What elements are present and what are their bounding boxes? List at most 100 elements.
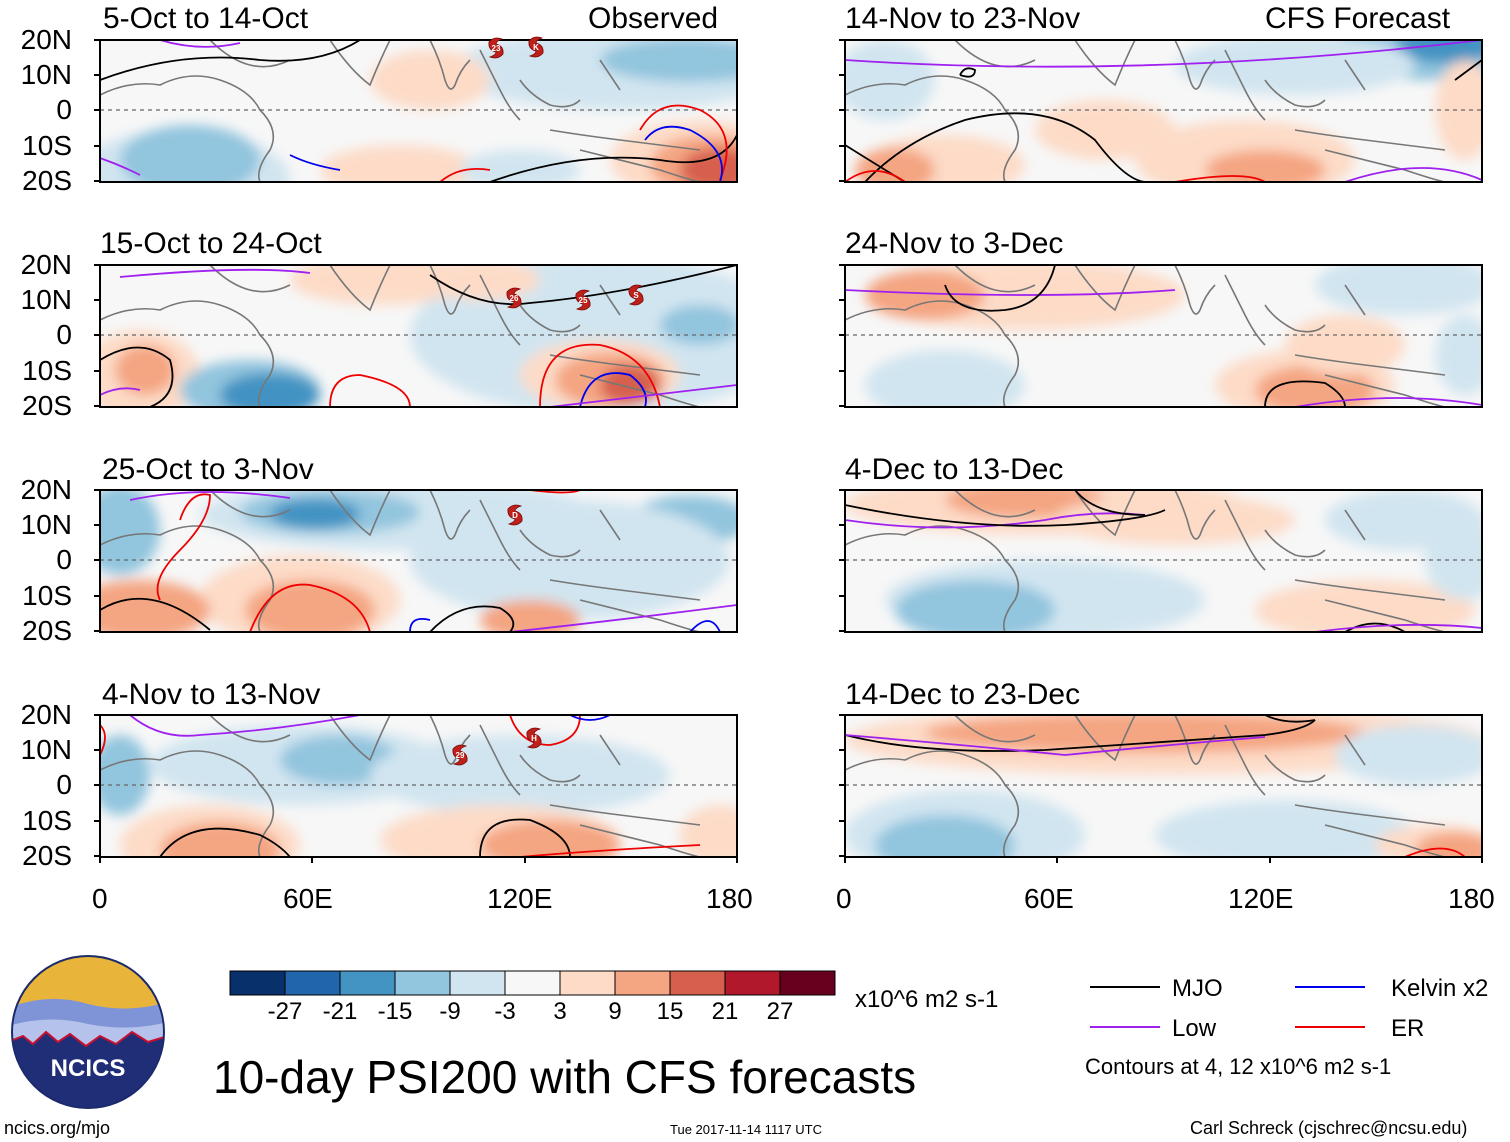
map-panel — [839, 489, 1483, 633]
footer-author: Carl Schreck (cjschrec@ncsu.edu) — [1190, 1118, 1468, 1138]
coastline — [429, 40, 471, 90]
coastline — [1294, 804, 1446, 826]
psi-anomaly-blob — [875, 815, 1015, 857]
legend-contour-note: Contours at 4, 12 x10^6 m2 s-1 — [1085, 1054, 1392, 1079]
psi-anomaly-blob — [1055, 495, 1295, 545]
colorbar-swatch — [559, 970, 616, 996]
coastline — [845, 75, 1020, 182]
colorbar-tick-label: -9 — [439, 998, 461, 1025]
lon-label: 180 — [1448, 883, 1495, 914]
coastline — [599, 509, 621, 541]
contour-line — [845, 170, 906, 182]
tropical-storm-icon: 26 — [506, 287, 522, 309]
lat-label: 0 — [56, 544, 72, 575]
coastline — [1074, 490, 1136, 537]
colorbar-tick-label: 15 — [656, 998, 684, 1025]
psi-anomaly-blob — [1155, 800, 1415, 857]
colorbar-swatch — [504, 970, 561, 996]
contour-line — [409, 617, 431, 632]
lat-label: 10S — [22, 805, 72, 836]
legend-mjo-label: MJO — [1172, 975, 1223, 1002]
contour-line — [1454, 59, 1482, 81]
observed-panel-title: 15-Oct to 24-Oct — [100, 227, 322, 260]
coastline — [1074, 40, 1136, 87]
contour-line — [864, 112, 1146, 182]
colorbar-tick-label: 21 — [711, 998, 739, 1025]
coastline — [954, 490, 1036, 518]
contour-line — [429, 265, 737, 306]
map-panel — [94, 39, 738, 183]
lat-label: 10N — [20, 734, 72, 765]
observed-panel-title: 5-Oct to 14-Oct — [103, 2, 309, 35]
contour-line — [100, 597, 211, 631]
contour-line — [289, 154, 341, 171]
observed-panel-title: 25-Oct to 3-Nov — [102, 453, 314, 486]
coastline — [1264, 304, 1326, 333]
contour-line — [845, 719, 1316, 752]
coastline — [1264, 529, 1326, 558]
contour-line — [1344, 622, 1406, 632]
lon-label: 60E — [1024, 883, 1074, 914]
storm-label: 25 — [579, 296, 588, 305]
psi-anomaly-blob — [925, 715, 1365, 753]
colorbar-tick-label: 27 — [766, 998, 794, 1025]
coastline — [1264, 754, 1326, 783]
tropical-storm-icon: K — [528, 36, 544, 58]
psi-anomaly-blob — [660, 305, 737, 345]
map-panel — [94, 489, 738, 633]
lat-label: 0 — [56, 319, 72, 350]
colorbar-tick-label: 3 — [553, 998, 567, 1025]
coastline — [579, 374, 701, 407]
contour-line — [569, 715, 611, 721]
coastline — [329, 265, 391, 312]
lat-label: 10N — [20, 284, 72, 315]
psi-anomaly-blob — [865, 270, 985, 320]
psi-anomaly-blob — [680, 805, 737, 857]
coastline — [954, 40, 1036, 68]
coastline — [429, 265, 471, 315]
coastline — [1344, 59, 1366, 91]
coastline — [1174, 715, 1216, 765]
observed-label: Observed — [588, 2, 719, 35]
map-panel — [839, 264, 1483, 408]
coastline — [519, 529, 581, 558]
legend-er-label: ER — [1391, 1015, 1425, 1042]
colorbar-swatch — [449, 970, 506, 996]
contour-line — [1314, 623, 1482, 632]
colorbar-swatch — [284, 970, 341, 996]
psi-anomaly-blob — [1415, 832, 1482, 857]
forecast-panel-title: 14-Dec to 23-Dec — [845, 678, 1081, 711]
psi-anomaly-blob — [100, 580, 210, 632]
footer-url: ncics.org/mjo — [4, 1118, 111, 1138]
lat-label: 10S — [22, 130, 72, 161]
colorbar-tick-label: -21 — [322, 998, 358, 1025]
colorbar-swatch — [724, 970, 781, 996]
tropical-storm-icon: S — [628, 284, 644, 306]
colorbar-tick-label: -15 — [377, 998, 413, 1025]
coastline — [599, 284, 621, 316]
psi-anomaly-blob — [280, 735, 400, 785]
storm-label: 23 — [492, 44, 501, 53]
coastline — [100, 750, 275, 857]
coastline — [209, 40, 291, 68]
psi-anomaly-blob — [1335, 725, 1482, 785]
contour-line — [1264, 380, 1346, 407]
storm-label: 26 — [510, 294, 519, 303]
contour-line — [944, 265, 1056, 312]
contour-line — [509, 715, 581, 746]
psi-anomaly-blob — [160, 822, 280, 857]
coastline — [479, 499, 521, 571]
contour-line — [1294, 397, 1482, 407]
psi-anomaly-blob — [1395, 40, 1482, 63]
coastline — [209, 265, 291, 293]
coastline — [1294, 579, 1446, 601]
storm-label: S — [633, 291, 639, 300]
psi-anomaly-blob — [370, 735, 670, 815]
coastline — [1074, 715, 1136, 762]
contour-line — [845, 40, 1482, 68]
coastline — [479, 49, 521, 121]
coastline — [1224, 499, 1266, 571]
contour-line — [156, 493, 211, 601]
lat-label: 20S — [22, 390, 72, 421]
